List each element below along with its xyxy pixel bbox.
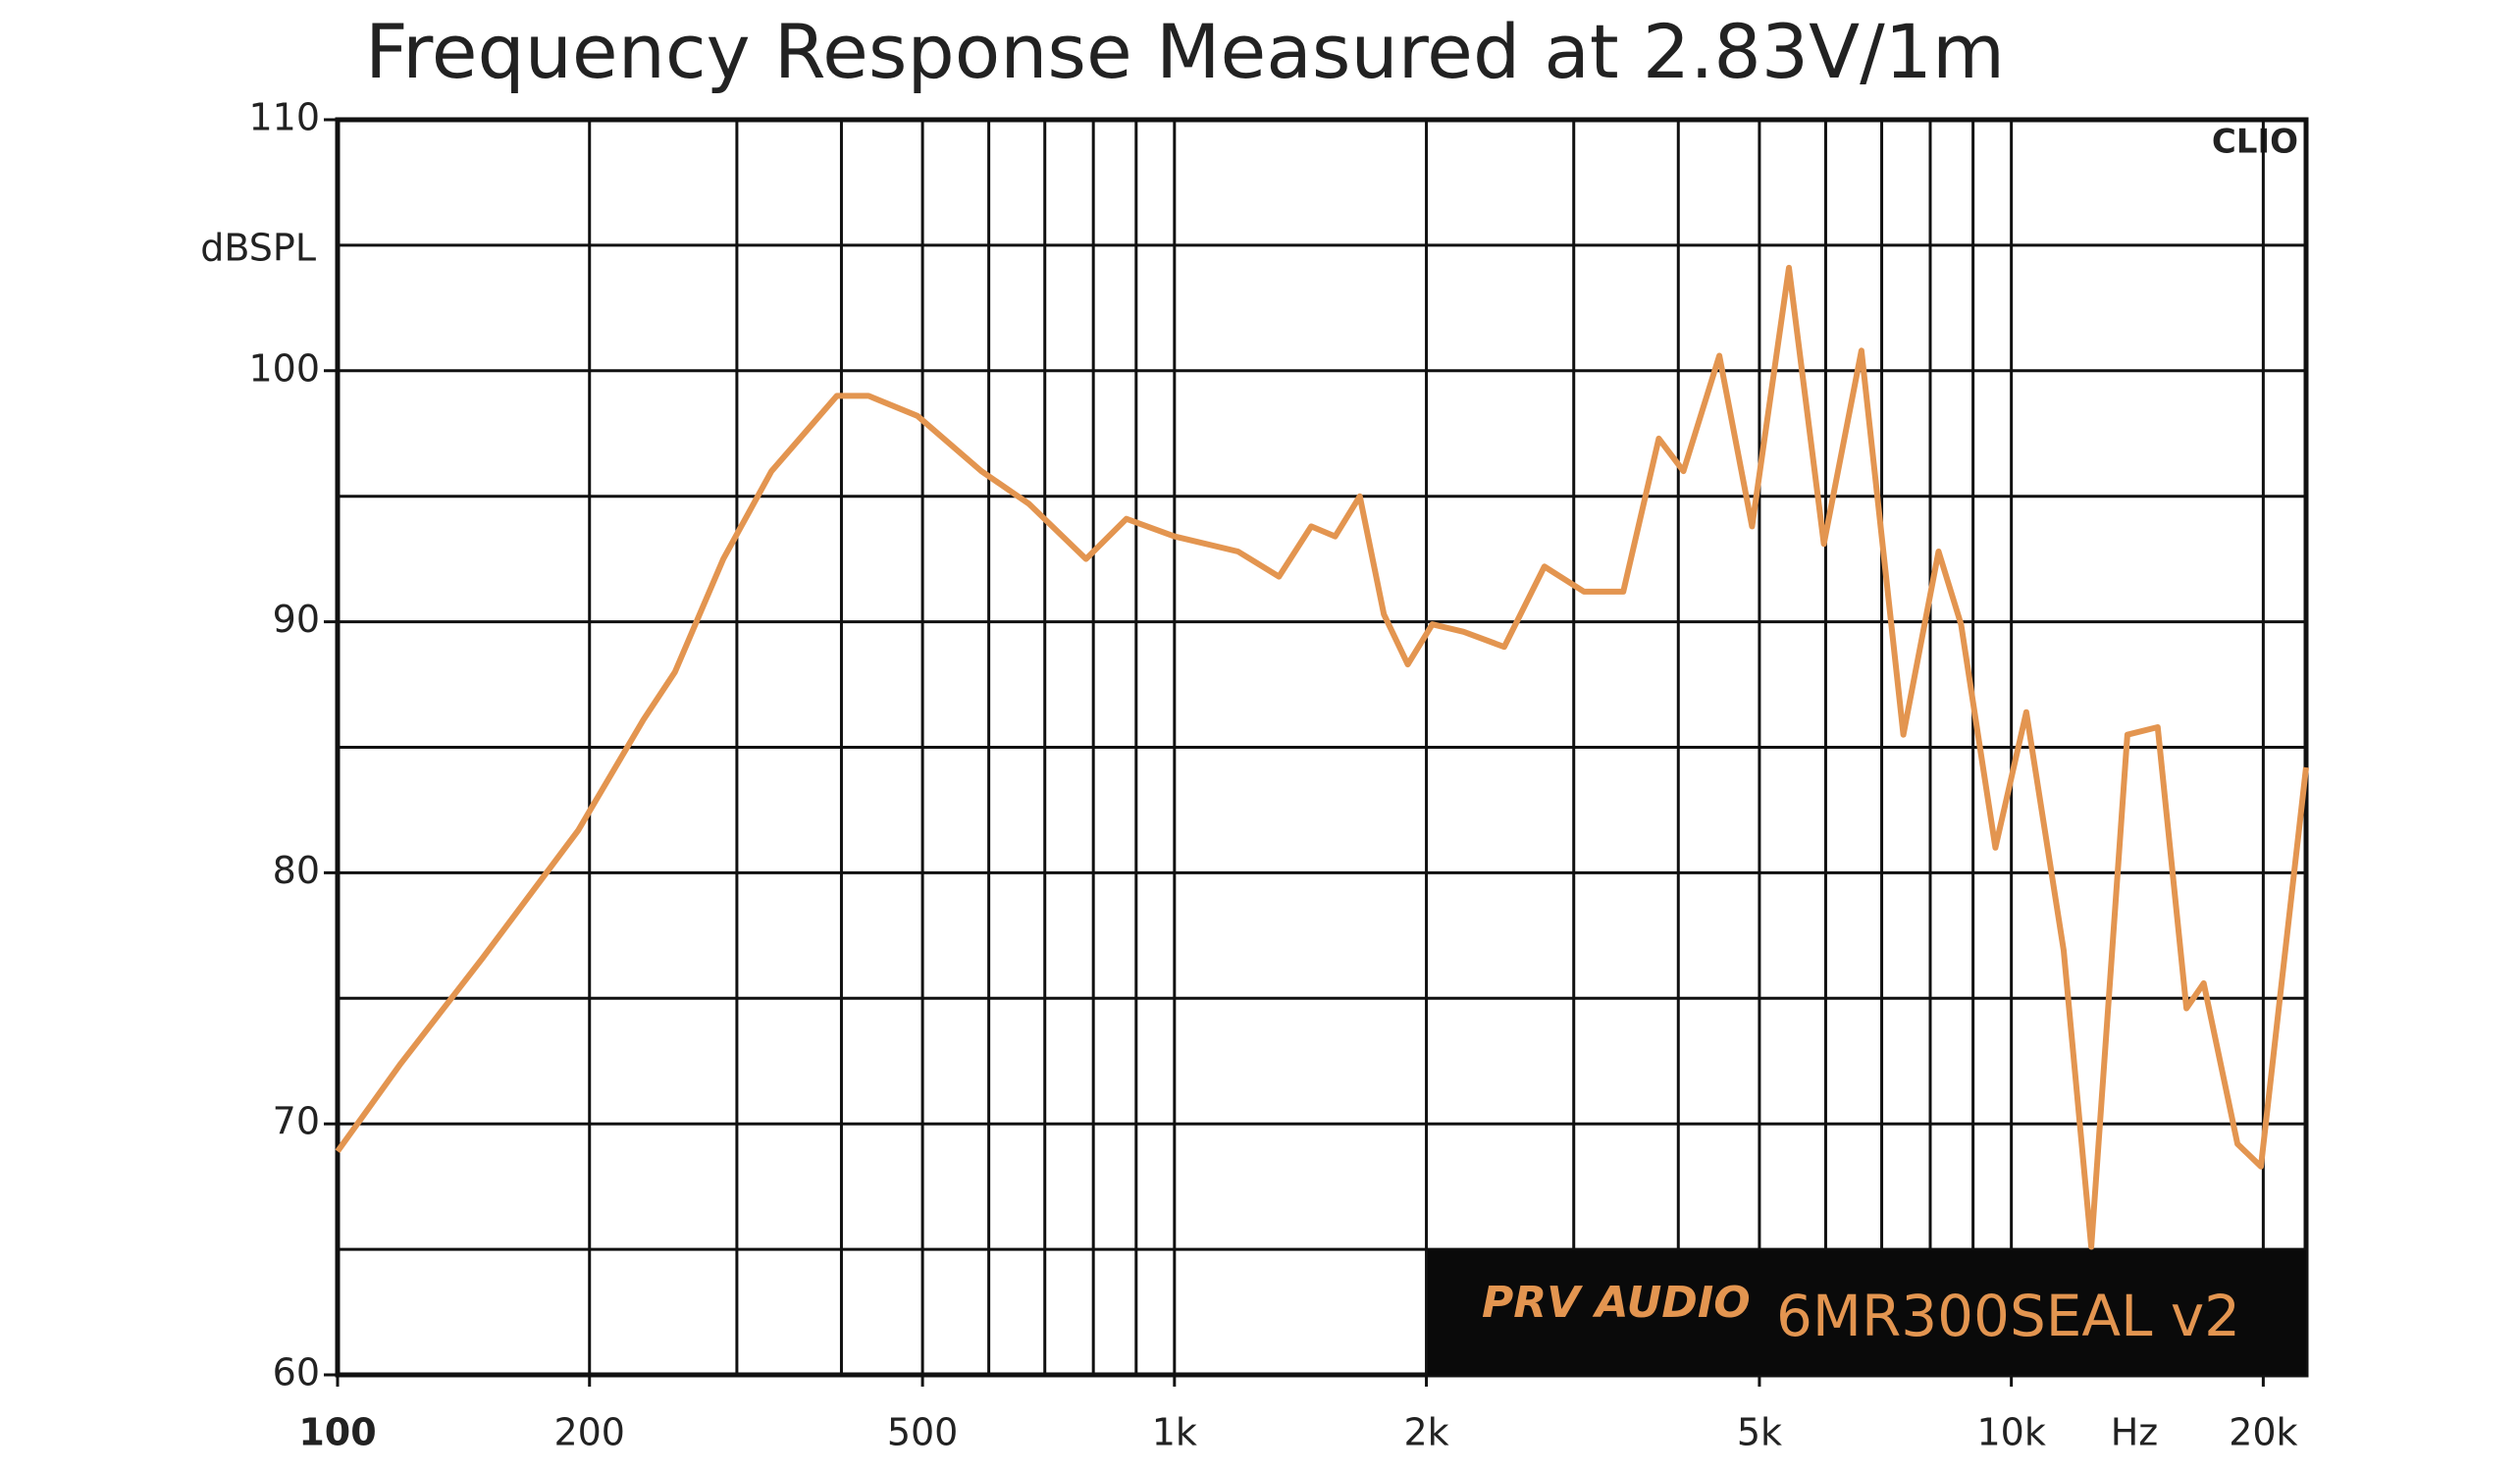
x-tick-label: 5k <box>1737 1411 1782 1454</box>
response-curve <box>335 264 2309 1250</box>
y-tick-label: 70 <box>273 1100 320 1143</box>
watermark: CLIO <box>2212 123 2298 162</box>
y-tick-label: 90 <box>273 598 320 641</box>
x-tick-label: 100 <box>298 1411 376 1454</box>
plot-frame <box>335 117 2309 1378</box>
x-tick-label: 2k <box>1403 1411 1448 1454</box>
x-tick-label: 10k <box>1976 1411 2045 1454</box>
x-tick-label: 20k <box>2229 1411 2297 1454</box>
model-label: 6MR300SEAL v2 <box>1776 1283 2240 1349</box>
x-tick-label: 200 <box>553 1411 625 1454</box>
brand-box <box>1428 1250 2306 1375</box>
y-axis-label: dBSPL <box>200 227 316 270</box>
y-tick-label: 60 <box>273 1351 320 1394</box>
x-tick-label: 500 <box>887 1411 959 1454</box>
y-tick-label: 100 <box>248 346 320 390</box>
y-tick-label: 110 <box>248 96 320 139</box>
x-axis-label: Hz <box>2111 1411 2159 1454</box>
y-tick-label: 80 <box>273 849 320 892</box>
chart-title: Frequency Response Measured at 2.83V/1m <box>365 8 2005 95</box>
brand-logo: PRV AUDIO <box>1482 1278 1751 1328</box>
x-tick-label: 1k <box>1152 1411 1197 1454</box>
